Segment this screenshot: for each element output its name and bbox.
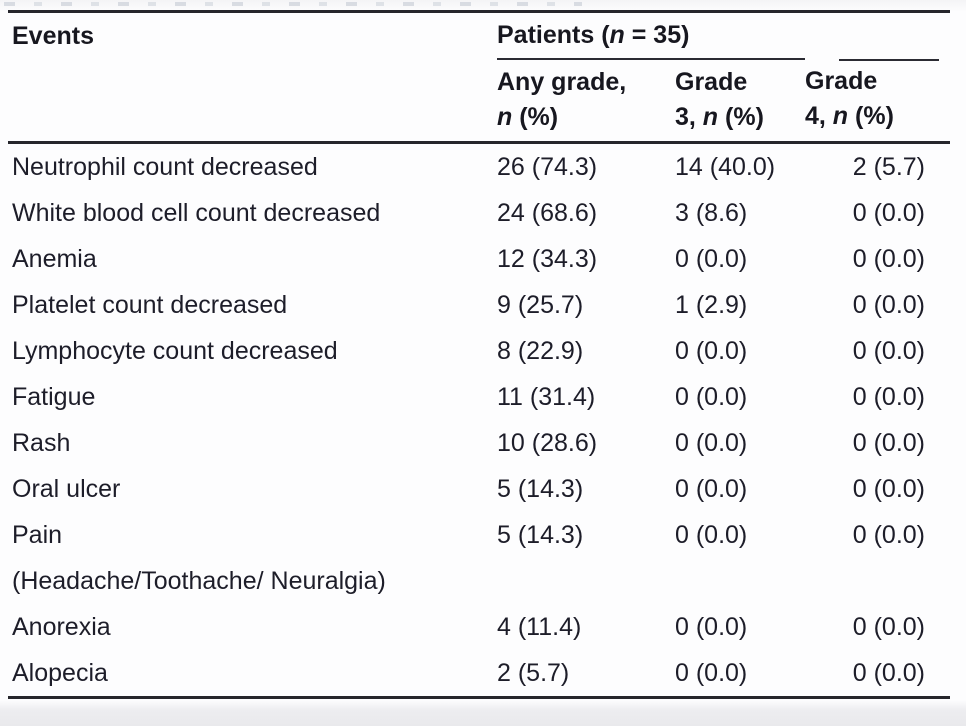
event-name: Fatigue — [12, 383, 96, 411]
any-grade-value: 26 (74.3) — [497, 153, 598, 181]
grade3-column-header: Grade 3, n (%) — [675, 59, 805, 144]
patients-spanner-header: Patients (n = 35) — [497, 11, 805, 60]
event-name: Pain (Headache/Toothache/ Neuralgia) — [8, 512, 497, 604]
any-grade-value: 5 (14.3) — [497, 475, 584, 503]
grade3-line1: Grade — [675, 68, 748, 96]
grade4-value: 2 (5.7) — [852, 153, 925, 181]
grade4-value: 0 (0.0) — [852, 199, 925, 227]
table-row-platelet: Platelet count decreased 9 (25.7) 1 (2.9… — [8, 282, 950, 328]
event-name-line2: (Headache/Toothache/ Neuralgia) — [12, 567, 386, 595]
grade4-value: 0 (0.0) — [852, 613, 925, 641]
grade3-value: 14 (40.0) — [675, 153, 776, 181]
any-grade-line1: Any grade, — [497, 68, 627, 96]
table-row-fatigue: Fatigue 11 (31.4) 0 (0.0) 0 (0.0) — [8, 374, 950, 420]
grade4-value: 0 (0.0) — [852, 291, 925, 319]
grade3-value: 0 (0.0) — [675, 245, 748, 273]
any-grade-value: 2 (5.7) — [497, 650, 675, 699]
grade3-value: 1 (2.9) — [675, 291, 748, 319]
event-name: Neutrophil count decreased — [12, 153, 318, 181]
empty-header-cell — [8, 59, 497, 144]
grade4-value: 0 (0.0) — [852, 429, 925, 457]
any-grade-value: 5 (14.3) — [497, 521, 584, 549]
subheader-row: Any grade, n (%) Grade 3, n (%) Grade 4,… — [8, 59, 950, 144]
patients-label-pre: Patients ( — [497, 21, 610, 49]
any-grade-value: 4 (11.4) — [497, 613, 582, 641]
patients-label-post: = 35) — [624, 21, 690, 49]
grade3-value: 3 (8.6) — [675, 199, 748, 227]
table-row-anemia: Anemia 12 (34.3) 0 (0.0) 0 (0.0) — [8, 236, 950, 282]
cropped-text-artifact — [4, 2, 582, 6]
event-name: Lymphocyte count decreased — [12, 337, 338, 365]
event-name: Anemia — [12, 245, 97, 273]
grade4-value: 0 (0.0) — [805, 650, 950, 699]
grade3-line2: 3, n (%) — [675, 103, 764, 131]
table-row-oral-ulcer: Oral ulcer 5 (14.3) 0 (0.0) 0 (0.0) — [8, 466, 950, 512]
table-row-pain: Pain (Headache/Toothache/ Neuralgia) 5 (… — [8, 512, 950, 604]
table-row-rash: Rash 10 (28.6) 0 (0.0) 0 (0.0) — [8, 420, 950, 466]
adverse-events-table: Events Patients (n = 35) Any grade, n (%… — [8, 10, 950, 699]
event-name: Oral ulcer — [12, 475, 121, 503]
grade3-value: 0 (0.0) — [675, 383, 748, 411]
grade4-line2: 4, n (%) — [805, 102, 894, 130]
grade4-column-header: Grade 4, n (%) — [805, 59, 950, 144]
any-grade-value: 11 (31.4) — [497, 383, 596, 411]
grade3-value: 0 (0.0) — [675, 650, 805, 699]
events-column-header: Events — [12, 22, 94, 50]
patients-label-n-italic: n — [609, 21, 625, 49]
any-grade-value: 10 (28.6) — [497, 429, 598, 457]
table-row-neutrophil: Neutrophil count decreased 26 (74.3) 14 … — [8, 143, 950, 191]
table-row-anorexia: Anorexia 4 (11.4) 0 (0.0) 0 (0.0) — [8, 604, 950, 650]
any-grade-value: 12 (34.3) — [497, 245, 598, 273]
any-grade-value: 9 (25.7) — [497, 291, 584, 319]
grade4-value: 0 (0.0) — [852, 383, 925, 411]
grade4-spanner-cell — [805, 12, 950, 61]
grade4-line1: Grade — [805, 67, 878, 95]
table-row-lymphocyte: Lymphocyte count decreased 8 (22.9) 0 (0… — [8, 328, 950, 374]
grade4-value: 0 (0.0) — [852, 521, 925, 549]
event-name-line1: Pain — [12, 521, 63, 549]
grade3-value: 0 (0.0) — [675, 613, 748, 641]
spanner-header-row: Events Patients (n = 35) — [8, 11, 950, 61]
any-grade-column-header: Any grade, n (%) — [497, 59, 675, 144]
table-row-alopecia: Alopecia 2 (5.7) 0 (0.0) 0 (0.0) — [8, 650, 950, 699]
event-name: Anorexia — [12, 613, 111, 641]
event-name: Platelet count decreased — [12, 291, 288, 319]
grade3-value: 0 (0.0) — [675, 521, 748, 549]
event-name: Rash — [12, 429, 71, 457]
event-name: Alopecia — [8, 650, 497, 699]
grade3-value: 0 (0.0) — [675, 475, 748, 503]
any-grade-line2: n (%) — [497, 103, 559, 131]
grade4-value: 0 (0.0) — [852, 337, 925, 365]
table-row-wbc: White blood cell count decreased 24 (68.… — [8, 190, 950, 236]
grade4-value: 0 (0.0) — [852, 245, 925, 273]
grade3-value: 0 (0.0) — [675, 429, 748, 457]
grade3-value: 0 (0.0) — [675, 337, 748, 365]
event-name: White blood cell count decreased — [12, 199, 381, 227]
any-grade-value: 8 (22.9) — [497, 337, 584, 365]
any-grade-value: 24 (68.6) — [497, 199, 598, 227]
grade4-spanner-rule — [839, 59, 939, 61]
grade4-value: 0 (0.0) — [852, 475, 925, 503]
